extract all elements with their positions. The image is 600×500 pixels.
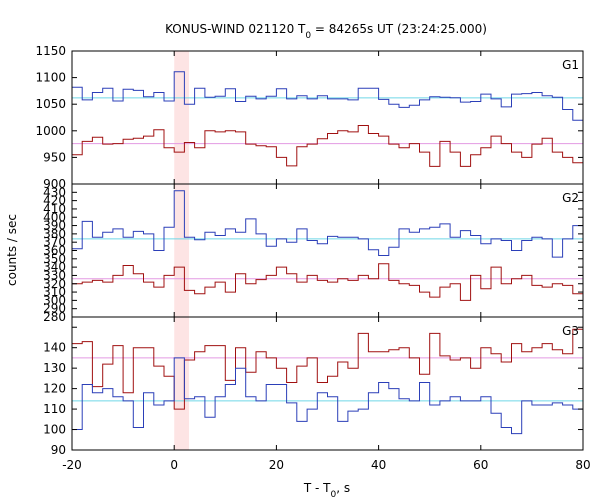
y-tick-label: 390 — [43, 219, 66, 233]
series-g2-0 — [72, 190, 583, 258]
series-g3-1 — [72, 357, 583, 435]
panel-g2: 2802903003103203303403503603703803904004… — [43, 183, 584, 324]
y-tick-label: 290 — [43, 302, 66, 316]
y-tick-label: 300 — [43, 293, 66, 307]
panel-label: G3 — [562, 324, 579, 338]
highlight-band — [174, 184, 190, 317]
panel-g3: 90 100 110 120 130 140 G3 — [43, 316, 584, 457]
x-tick-label: 60 — [473, 458, 488, 472]
y-tick-label: 320 — [43, 277, 66, 291]
y-tick-label: 280 — [43, 310, 66, 324]
highlight-band — [174, 51, 190, 184]
title-prefix: KONUS-WIND 021120 T — [165, 22, 306, 36]
title-suffix: = 84265s UT (23:24:25.000) — [311, 22, 487, 36]
panel-frame — [71, 316, 584, 451]
y-tick-label: 1100 — [35, 71, 66, 85]
y-axis-label: counts / sec — [5, 214, 19, 286]
y-tick-label: 110 — [43, 402, 66, 416]
series-g1-0 — [72, 71, 583, 121]
x-axis-label-subscript: 0 — [331, 490, 337, 500]
y-tick-label: 100 — [43, 423, 66, 437]
panel-g1: 900 950 1000 1050 1100 1150 G1 — [35, 44, 584, 191]
series-g1-1 — [72, 125, 583, 167]
x-axis-label-suffix: , s — [336, 481, 350, 495]
x-axis-label-prefix: T - T — [303, 481, 331, 495]
highlight-band — [174, 317, 190, 450]
y-tick-label: 140 — [43, 341, 66, 355]
y-tick-label: 340 — [43, 260, 66, 274]
y-tick-label: 360 — [43, 244, 66, 258]
x-tick-label: 80 — [575, 458, 590, 472]
y-tick-label: 120 — [43, 382, 66, 396]
x-tick-label: 0 — [170, 458, 178, 472]
y-tick-label: 1000 — [35, 124, 66, 138]
panels: 9009501000105011001150G12802903003103203… — [35, 44, 590, 472]
x-tick-label: 40 — [371, 458, 386, 472]
panel-label: G2 — [562, 191, 579, 205]
y-tick-label: 430 — [43, 185, 66, 199]
series-g3-0 — [72, 328, 583, 410]
y-tick-label: 1050 — [35, 97, 66, 111]
y-tick-label: 900 — [43, 177, 66, 191]
panel-frame — [71, 183, 584, 318]
y-tick-label: 330 — [43, 268, 66, 282]
y-tick-label: 950 — [43, 150, 66, 164]
x-axis-label: T - T0, s — [303, 481, 350, 500]
series-g2-1 — [72, 263, 583, 301]
y-tick-label: 90 — [51, 443, 66, 457]
x-tick-label: 20 — [269, 458, 284, 472]
title-subscript: 0 — [305, 31, 311, 41]
y-tick-label: 1150 — [35, 44, 66, 58]
x-tick-label: -20 — [62, 458, 82, 472]
y-tick-label: 370 — [43, 235, 66, 249]
panel-label: G1 — [562, 58, 579, 72]
y-tick-label: 380 — [43, 227, 66, 241]
y-tick-label: 400 — [43, 210, 66, 224]
y-tick-label: 350 — [43, 252, 66, 266]
chart-title: KONUS-WIND 021120 T0 = 84265s UT (23:24:… — [165, 22, 487, 41]
y-tick-label: 310 — [43, 285, 66, 299]
y-tick-label: 420 — [43, 194, 66, 208]
panel-frame — [71, 50, 584, 185]
y-tick-label: 410 — [43, 202, 66, 216]
y-tick-label: 130 — [43, 361, 66, 375]
